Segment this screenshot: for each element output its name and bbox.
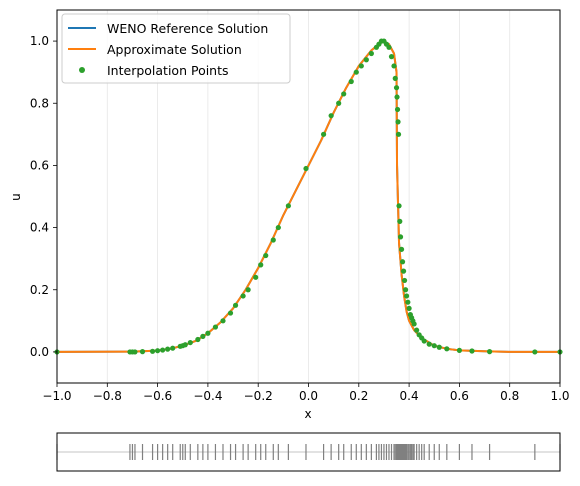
x-tick-label: 0.2 (349, 389, 368, 403)
interpolation-point (253, 274, 259, 280)
interpolation-point (348, 78, 354, 85)
interpolation-point (421, 338, 427, 344)
x-tick-label: −0.8 (93, 389, 122, 403)
interpolation-point (414, 327, 420, 333)
interpolation-point (195, 336, 201, 343)
interpolation-point (187, 339, 193, 346)
strip-ticks (56, 444, 561, 460)
interpolation-point (395, 131, 402, 137)
interpolation-point (431, 343, 437, 349)
interpolation-point (227, 310, 234, 316)
interpolation-point (328, 113, 334, 119)
interpolation-point (388, 54, 395, 60)
interpolation-point (397, 218, 403, 224)
interpolation-point (285, 203, 291, 209)
interpolation-point (165, 346, 171, 352)
interpolation-point (406, 305, 412, 311)
interpolation-point (353, 69, 359, 75)
y-tick-label: 0.8 (30, 96, 49, 110)
interpolation-point (456, 347, 462, 353)
y-tick-label: 1.0 (30, 34, 49, 48)
interpolation-point (411, 321, 417, 327)
interpolation-point (200, 333, 206, 339)
interpolation-point (303, 165, 309, 172)
interpolation-point (469, 348, 475, 354)
x-axis-ticks: −1.0 −0.8 −0.6 −0.4 −0.2 0.0 0.2 0.4 0.6 0.8 1.0 (42, 383, 570, 403)
x-tick-label: −0.4 (193, 389, 222, 403)
interpolation-point (393, 85, 400, 91)
legend-label-approx: Approximate Solution (107, 42, 242, 57)
interpolation-point (426, 341, 432, 347)
legend-label-weno: WENO Reference Solution (107, 21, 268, 36)
y-axis-label: u (9, 193, 23, 201)
x-tick-label: 0.4 (400, 389, 419, 403)
interpolation-point (170, 345, 176, 351)
interpolation-point (399, 259, 406, 265)
interpolation-point (155, 348, 161, 354)
legend-label-points: Interpolation Points (107, 63, 229, 78)
interpolation-point (240, 293, 246, 299)
interpolation-point (275, 224, 281, 231)
interpolation-point (532, 349, 538, 355)
interpolation-points (54, 38, 563, 355)
interpolation-point (401, 277, 408, 284)
x-tick-label: 0.0 (299, 389, 318, 403)
interpolation-point (386, 44, 392, 50)
interpolation-point (392, 75, 398, 81)
main-plot: −1.0 −0.8 −0.6 −0.4 −0.2 0.0 0.2 0.4 0.6 0.8 1.0 0… (9, 9, 570, 421)
x-tick-label: −0.2 (244, 389, 273, 403)
interpolation-point (182, 342, 188, 348)
interpolation-point (394, 106, 401, 113)
x-axis-label: x (304, 407, 311, 421)
interpolation-point (368, 50, 374, 57)
interpolation-point (212, 324, 219, 330)
y-tick-label: 0.6 (30, 158, 49, 172)
interpolation-point (486, 349, 493, 355)
points-strip (56, 432, 561, 472)
interpolation-point (336, 100, 342, 106)
strip-frame (56, 432, 561, 472)
interpolation-point (444, 346, 450, 352)
legend-swatch-points (79, 67, 85, 73)
interpolation-point (320, 131, 327, 137)
interpolation-point (400, 268, 407, 274)
legend-box (61, 13, 291, 84)
x-tick-label: −1.0 (42, 389, 71, 403)
interpolation-point (232, 302, 239, 308)
interpolation-point (403, 293, 410, 299)
interpolation-point (358, 63, 364, 69)
interpolation-point (405, 299, 411, 305)
interpolation-point (398, 246, 405, 252)
interpolation-point (402, 287, 409, 293)
interpolation-point (220, 318, 226, 324)
interpolation-point (436, 344, 442, 350)
y-tick-label: 0.4 (30, 221, 49, 235)
interpolation-point (139, 349, 146, 355)
interpolation-point (132, 349, 138, 355)
interpolation-point (160, 347, 166, 353)
interpolation-point (394, 94, 400, 100)
interpolation-point (395, 119, 401, 125)
interpolation-point (258, 262, 264, 268)
x-tick-label: −0.6 (143, 389, 172, 403)
x-tick-label: 0.8 (500, 389, 519, 403)
legend: WENO Reference Solution Approximate Solu… (61, 13, 291, 84)
interpolation-point (263, 252, 269, 259)
interpolation-point (363, 57, 369, 63)
interpolation-point (391, 63, 397, 69)
x-tick-label: 0.6 (450, 389, 469, 403)
interpolation-point (341, 91, 347, 97)
interpolation-point (245, 287, 251, 293)
y-tick-label: 0.2 (30, 283, 49, 297)
interpolation-point (270, 237, 276, 243)
y-axis-ticks: 0.0 0.2 0.4 0.6 0.8 1.0 (30, 34, 57, 359)
y-tick-label: 0.0 (30, 345, 49, 359)
interpolation-point (149, 348, 156, 354)
interpolation-point (205, 330, 211, 336)
interpolation-point (397, 234, 404, 240)
x-tick-label: 1.0 (550, 389, 569, 403)
interpolation-point (396, 203, 402, 209)
